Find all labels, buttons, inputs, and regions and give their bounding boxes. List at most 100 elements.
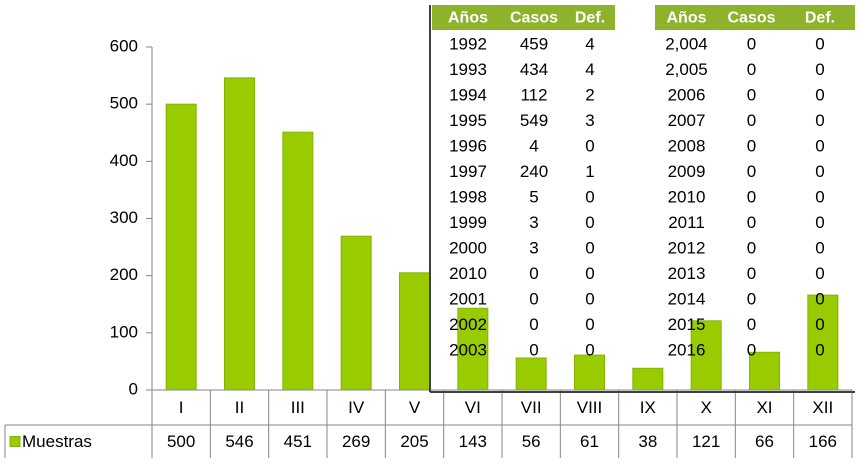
table-cell: 0: [585, 187, 594, 206]
value-label: 269: [342, 432, 370, 451]
x-tick-label: V: [409, 398, 421, 417]
table-cell: 1999: [449, 213, 487, 232]
legend-swatch: [9, 436, 21, 447]
table-cell: 2015: [668, 315, 706, 334]
table-header: Def.: [575, 10, 605, 27]
x-tick-label: I: [179, 398, 184, 417]
table-cell: 2011: [668, 213, 705, 232]
table-cell: 1994: [449, 85, 487, 104]
table-cell: 0: [585, 136, 594, 155]
table-cell: 5: [529, 187, 538, 206]
table-cell: 3: [529, 213, 538, 232]
table-cell: 0: [747, 34, 756, 53]
table-cell: 0: [747, 340, 756, 359]
table-cell: 0: [747, 187, 756, 206]
bar: [749, 351, 780, 391]
value-label: 451: [284, 432, 312, 451]
table-cell: 2002: [449, 315, 487, 334]
table-cell: 0: [747, 315, 756, 334]
table-cell: 4: [529, 136, 538, 155]
table-cell: 3: [529, 238, 538, 257]
x-tick-label: II: [235, 398, 244, 417]
table-cell: 2014: [668, 289, 706, 308]
y-tick-label: 100: [110, 322, 138, 341]
table-cell: 0: [815, 60, 824, 79]
table-cell: 4: [585, 34, 594, 53]
table-cell: 0: [529, 340, 538, 359]
table-header-gap: [615, 5, 655, 30]
table-cell: 0: [585, 264, 594, 283]
table-cell: 0: [815, 238, 824, 257]
y-tick-label: 200: [110, 265, 138, 284]
table-cell: 0: [815, 85, 824, 104]
table-cell: 2000: [449, 238, 487, 257]
table-cell: 0: [815, 340, 824, 359]
table-cell: 1992: [449, 34, 487, 53]
bar: [399, 272, 430, 391]
table-cell: 0: [815, 187, 824, 206]
y-tick-label: 400: [110, 151, 138, 170]
table-cell: 459: [520, 34, 548, 53]
table-cell: 0: [585, 238, 594, 257]
bar: [807, 294, 839, 391]
table-cell: 0: [747, 264, 756, 283]
x-tick-label: VII: [521, 398, 542, 417]
bar: [165, 103, 197, 391]
value-label: 205: [400, 432, 428, 451]
table-cell: 2016: [668, 340, 706, 359]
bar: [340, 235, 372, 391]
table-cell: 0: [585, 340, 594, 359]
table-cell: 2013: [668, 264, 706, 283]
table-cell: 0: [815, 136, 824, 155]
table-cell: 0: [815, 264, 824, 283]
table-cell: 2,005: [665, 60, 708, 79]
value-label: 61: [580, 432, 599, 451]
table-cell: 0: [815, 162, 824, 181]
table-cell: 0: [747, 85, 756, 104]
table-cell: 0: [747, 136, 756, 155]
table-cell: 0: [815, 111, 824, 130]
table-cell: 112: [520, 85, 547, 104]
y-tick-label: 0: [129, 379, 138, 398]
table-cell: 1996: [449, 136, 487, 155]
value-label: 121: [692, 432, 720, 451]
table-cell: 1997: [449, 162, 487, 181]
table-cell: 0: [747, 238, 756, 257]
table-cell: 2,004: [665, 34, 708, 53]
x-tick-label: X: [700, 398, 711, 417]
table-cell: 2009: [668, 162, 706, 181]
value-label: 546: [225, 432, 253, 451]
x-tick-label: XI: [756, 398, 772, 417]
table-header: Años: [667, 10, 707, 27]
table-cell: 0: [585, 289, 594, 308]
x-tick-label: VI: [465, 398, 481, 417]
x-tick-label: IV: [348, 398, 365, 417]
value-label: 66: [755, 432, 774, 451]
y-tick-label: 600: [110, 36, 138, 55]
table-cell: 1993: [449, 60, 487, 79]
table-cell: 240: [520, 162, 548, 181]
table-cell: 0: [747, 289, 756, 308]
table-cell: 0: [815, 34, 824, 53]
table-cell: 0: [747, 162, 756, 181]
bar: [574, 354, 605, 391]
value-label: 143: [459, 432, 487, 451]
table-cell: 0: [747, 60, 756, 79]
table-cell: 2003: [449, 340, 487, 359]
table-cell: 4: [585, 60, 594, 79]
table-header: Casos: [510, 10, 558, 27]
table-header: Def.: [805, 10, 835, 27]
table-cell: 2: [585, 85, 594, 104]
table-cell: 1: [585, 162, 594, 181]
table-cell: 0: [529, 289, 538, 308]
table-cell: 0: [815, 315, 824, 334]
table-cell: 2001: [449, 289, 487, 308]
x-tick-label: III: [291, 398, 305, 417]
table-cell: 549: [520, 111, 548, 130]
table-cell: 0: [815, 213, 824, 232]
table-cell: 434: [520, 60, 548, 79]
table-cell: 1995: [449, 111, 487, 130]
bar: [457, 307, 489, 391]
legend-label: Muestras: [22, 432, 92, 451]
